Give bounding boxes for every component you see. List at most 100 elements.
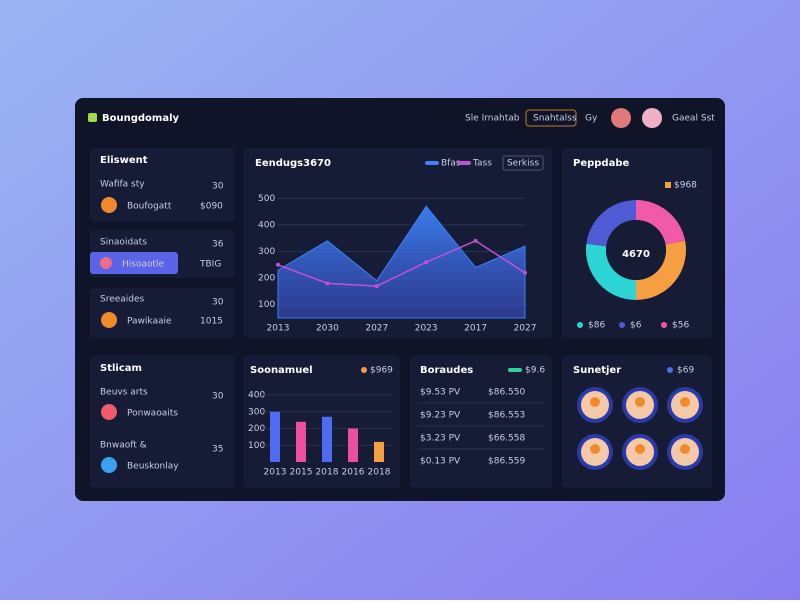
icon [101,404,117,420]
legend-dot [577,322,583,328]
donut-slice [636,200,686,245]
legend-label: $86 [588,321,605,331]
card-item[interactable]: Hisoaotle [122,260,165,270]
x-tick-label: 2013 [267,324,290,334]
legend-label: Bfas [441,159,461,169]
x-tick-label: 2013 [264,468,287,478]
x-tick-label: 2016 [342,468,365,478]
list-title: Stlicam [100,363,142,374]
table-cell: $86.550 [488,388,525,398]
x-tick-label: 2027 [514,324,537,334]
nav-item[interactable]: Sle Irnahtab [465,114,520,124]
card-title: Sreeaides [100,295,145,305]
point [424,260,429,265]
donut-slice [586,243,636,300]
center-label: 4670 [622,249,650,260]
x-tick-label: 2015 [290,468,313,478]
list-label: Bnwaoft & [100,441,147,451]
point [325,281,330,286]
donut-slice [586,200,636,247]
icon [101,457,117,473]
legend-dot [661,322,667,328]
avatar-badge [680,397,690,407]
x-tick-label: 2017 [464,324,487,334]
avatar[interactable] [611,108,631,128]
bar [374,441,384,462]
app-title: Boungdomaly [102,113,180,124]
legend-label: $9.6 [525,366,545,376]
nav-item[interactable]: Gy [585,114,598,124]
legend-label: $6 [630,321,642,331]
nav-item[interactable]: Snahtalss [533,114,577,124]
y-tick-label: 400 [258,220,275,230]
card-button[interactable] [90,252,178,274]
card-count: 30 [212,182,224,192]
x-tick-label: 2030 [316,324,339,334]
user-name: Gaeal Sst [672,114,715,124]
y-tick-label: 300 [248,407,265,417]
y-tick-label: 100 [248,441,265,451]
card-amount: $090 [200,202,223,212]
card-count: 30 [212,298,224,308]
nav-pill[interactable] [525,109,577,127]
point [473,238,478,243]
table-cell: $66.558 [488,434,525,444]
donut-hole [606,220,666,280]
area [277,205,526,319]
point [523,270,527,275]
table-cell: $0.13 PV [420,457,461,467]
avatar[interactable] [642,108,662,128]
y-tick-label: 300 [258,247,275,257]
list-item: Beuskonlay [127,462,179,472]
x-tick-label: 2023 [415,324,438,334]
table-cell: $86.559 [488,457,525,467]
icon [100,257,112,269]
list-label: Beuvs arts [100,388,148,398]
x-tick-label: 2027 [365,324,388,334]
legend-label: $969 [370,366,393,376]
panel [90,355,235,488]
legend-swatch [457,161,471,165]
panel [90,148,235,222]
legend-swatch [425,161,439,165]
y-tick-label: 500 [258,194,275,204]
card-item: Pawikaaie [127,317,172,327]
card-title: Sinaoidats [100,238,147,248]
y-tick-label: 400 [248,391,265,401]
bar [348,428,358,462]
legend-label: Tass [472,159,492,169]
panel-title: Sunetjer [573,365,621,376]
card-amount: 1015 [200,317,223,327]
avatar-badge [635,444,645,454]
legend-label: $56 [672,321,689,331]
point [374,284,379,289]
bar [270,411,280,462]
card-count: 36 [212,240,224,250]
table-title: Boraudes [420,365,473,376]
bar [322,416,332,462]
table-cell: $9.23 PV [420,411,461,421]
card-amount: TBIG [199,260,221,270]
legend-label: $69 [677,366,694,376]
table-cell: $9.53 PV [420,388,461,398]
chart-button[interactable] [502,155,544,171]
line [277,240,526,287]
y-tick-label: 100 [258,300,275,310]
icon [101,312,117,328]
y-tick-label: 200 [248,424,265,434]
list-item: Ponwaoaits [127,409,178,419]
card-subtitle: Wafifa sty [100,180,145,190]
button-label[interactable]: Serkiss [507,159,539,169]
list-count: 35 [212,445,223,455]
avatar-badge [680,444,690,454]
panel [90,288,235,338]
bar [296,421,306,462]
avatar-badge [635,397,645,407]
legend-dot [667,367,673,373]
list-count: 30 [212,392,224,402]
donut-slice [636,240,686,300]
x-tick-label: 2018 [368,468,391,478]
y-tick-label: 200 [258,274,275,284]
table-cell: $3.23 PV [420,434,461,444]
avatar-badge [590,444,600,454]
